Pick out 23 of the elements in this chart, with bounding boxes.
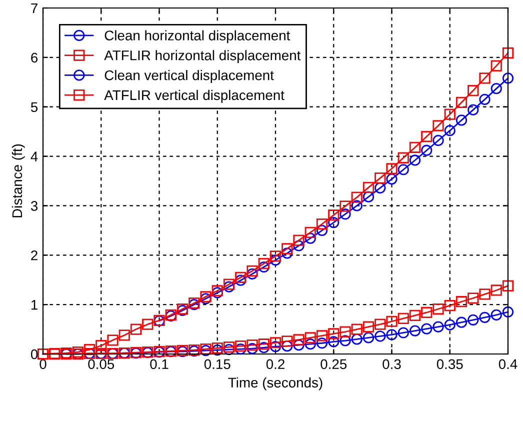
y-tick-label: 6 [31,52,38,63]
x-tick-label: 0.15 [204,359,230,370]
y-tick-label: 1 [31,300,38,310]
y-tick-label: 2 [31,250,38,260]
y-tick-label: 0 [30,349,38,360]
x-tick-label: 0.05 [88,359,114,370]
x-tick-label: 0.2 [266,359,284,370]
legend-label: Clean vertical displacement [104,70,274,83]
x-tick-label: 0.3 [382,359,401,370]
y-tick-label: 4 [30,152,38,162]
y-axis-title: Distance (ft) [12,144,25,218]
y-tick-label: 3 [30,201,38,211]
x-tick-label: 0.1 [150,359,168,370]
x-tick-label: 0 [40,359,46,370]
x-axis-title: Time (seconds) [228,377,322,390]
legend-label: ATFLIR horizontal displacement [104,50,301,64]
legend-label: ATFLIR vertical displacement [104,90,284,103]
y-tick-label: 5 [30,102,38,112]
legend-label: Clean horizontal displacement [104,30,290,44]
x-tick-label: 0.35 [436,359,463,370]
x-tick-label: 0.25 [320,359,347,370]
y-tick-label: 7 [31,3,38,14]
x-tick-label: 0.4 [498,359,518,370]
